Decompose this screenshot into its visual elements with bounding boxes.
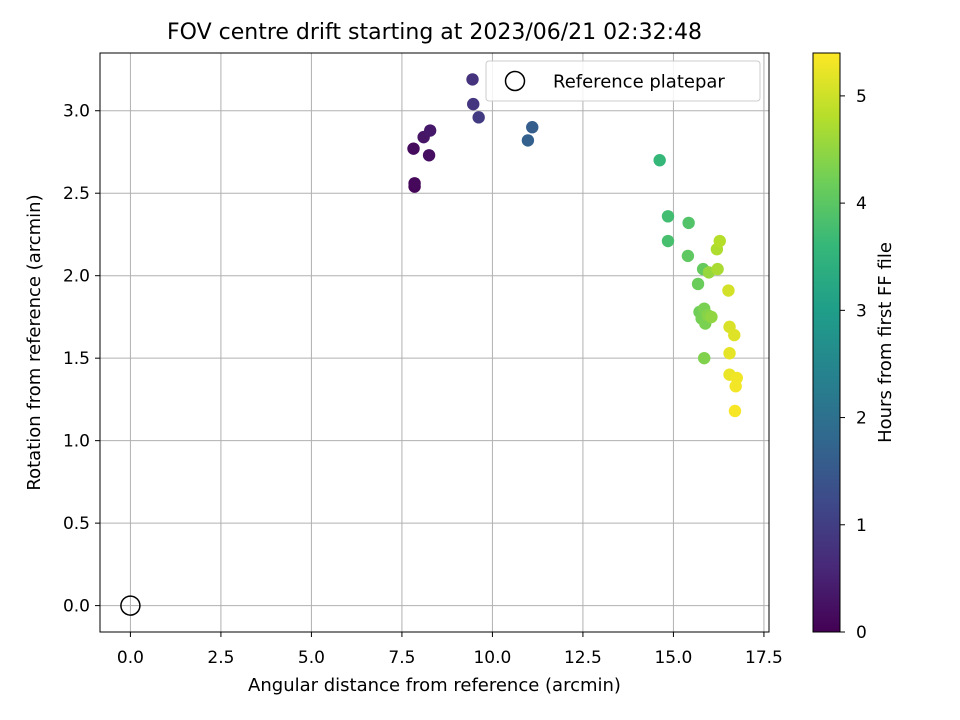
data-point <box>653 154 666 167</box>
x-tick-label: 15.0 <box>654 648 692 668</box>
data-point <box>723 347 736 360</box>
data-point <box>407 142 420 155</box>
x-tick-label: 12.5 <box>564 648 602 668</box>
data-point <box>713 234 726 248</box>
chart-title: FOV centre drift starting at 2023/06/21 … <box>167 20 702 45</box>
x-axis-label: Angular distance from reference (arcmin) <box>248 675 621 696</box>
x-tick-label: 7.5 <box>388 648 415 668</box>
y-tick-label: 3.0 <box>63 102 90 122</box>
reference-point-marker <box>120 595 141 616</box>
colorbar: 0 1 2 3 4 5 Hours from first FF file <box>812 52 896 643</box>
y-tick-label: 0.5 <box>63 514 90 534</box>
y-tick-label: 2.0 <box>63 267 90 287</box>
colorbar-label: Hours from first FF file <box>875 242 896 443</box>
data-point <box>728 404 742 418</box>
data-point <box>729 380 742 393</box>
data-point <box>661 210 675 223</box>
data-point <box>728 328 741 342</box>
plot-frame <box>99 52 770 633</box>
legend-box <box>485 60 761 102</box>
data-point <box>711 262 724 276</box>
data-point <box>681 249 695 263</box>
data-point <box>422 149 436 162</box>
data-point <box>682 216 695 230</box>
data-point <box>521 134 535 147</box>
colorbar-tick-label: 3 <box>856 301 867 321</box>
data-point <box>722 284 735 297</box>
x-tick-label: 5.0 <box>298 648 325 668</box>
data-point <box>408 177 421 190</box>
y-tick-label: 1.5 <box>63 349 90 369</box>
colorbar-tick-label: 1 <box>856 516 867 536</box>
data-point <box>466 73 479 86</box>
x-tick-label: 10.0 <box>473 648 511 668</box>
colorbar-tick-label: 2 <box>856 409 867 429</box>
y-tick-label: 2.5 <box>63 184 90 204</box>
x-tick-label: 17.5 <box>745 648 783 668</box>
data-points <box>407 73 743 418</box>
data-point <box>467 97 480 111</box>
data-point <box>472 111 485 124</box>
data-point <box>705 310 718 324</box>
colorbar-ticks: 0 1 2 3 4 5 <box>840 87 867 643</box>
data-point <box>697 351 711 365</box>
data-point <box>661 234 675 248</box>
colorbar-tick-label: 4 <box>856 194 867 214</box>
legend: Reference platepar <box>485 60 761 102</box>
legend-entry-label: Reference platepar <box>553 72 725 93</box>
grid-lines <box>100 53 769 632</box>
y-axis-ticks: 0.0 0.5 1.0 1.5 2.0 2.5 3.0 <box>63 102 100 617</box>
colorbar-tick-label: 5 <box>856 87 867 107</box>
plot-area: 0.0 2.5 5.0 7.5 10.0 12.5 15.0 17.5 0.0 0.5 1.0 1.… <box>63 52 783 668</box>
y-axis-label: Rotation from reference (arcmin) <box>24 194 45 490</box>
data-point <box>691 277 705 291</box>
x-tick-label: 0.0 <box>117 648 144 668</box>
colorbar-tick-label: 0 <box>856 623 867 643</box>
legend-marker <box>504 70 526 92</box>
y-tick-label: 0.0 <box>63 597 90 617</box>
reference-point-layer <box>120 595 141 616</box>
y-tick-label: 1.0 <box>63 432 90 452</box>
data-point <box>526 121 539 134</box>
colorbar-gradient-bar <box>812 52 841 633</box>
x-tick-label: 2.5 <box>207 648 234 668</box>
x-axis-ticks: 0.0 2.5 5.0 7.5 10.0 12.5 15.0 17.5 <box>117 632 783 668</box>
data-point <box>423 124 437 137</box>
